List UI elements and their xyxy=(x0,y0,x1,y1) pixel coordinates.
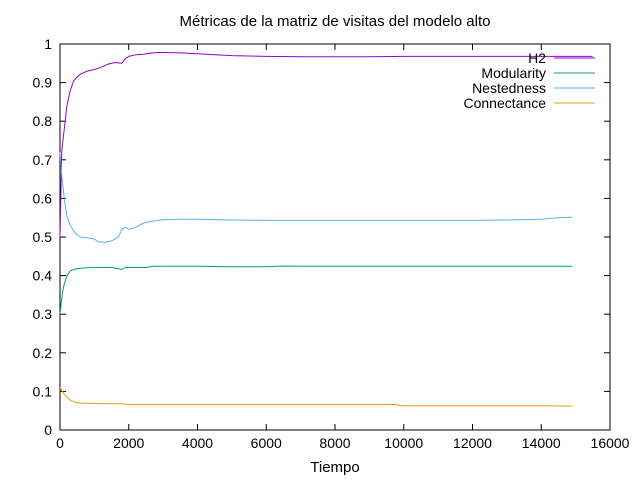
legend-label-connectance: Connectance xyxy=(463,95,546,111)
legend-label-modularity: Modularity xyxy=(481,65,546,81)
x-tick-label: 12000 xyxy=(453,435,492,451)
x-tick-label: 14000 xyxy=(522,435,561,451)
y-tick-label: 0.8 xyxy=(33,113,53,129)
x-tick-label: 4000 xyxy=(182,435,213,451)
series-line-h2 xyxy=(59,52,593,238)
y-tick-label: 0.6 xyxy=(33,190,53,206)
y-tick-label: 0.1 xyxy=(33,383,53,399)
y-tick-label: 0.2 xyxy=(33,345,53,361)
y-tick-label: 1 xyxy=(44,36,52,52)
series-line-nestedness xyxy=(59,152,573,243)
y-tick-label: 0.3 xyxy=(33,306,53,322)
series-line-connectance xyxy=(59,387,573,407)
x-tick-label: 16000 xyxy=(591,435,630,451)
y-tick-label: 0 xyxy=(44,422,52,438)
legend-label-nestedness: Nestedness xyxy=(472,80,546,96)
x-tick-label: 2000 xyxy=(113,435,144,451)
chart-title: Métricas de la matriz de visitas del mod… xyxy=(180,13,491,30)
series-lines xyxy=(59,52,593,407)
y-tick-label: 0.7 xyxy=(33,152,53,168)
x-tick-label: 6000 xyxy=(251,435,282,451)
y-tick-label: 0.4 xyxy=(33,268,53,284)
y-tick-label: 0.9 xyxy=(33,75,53,91)
y-tick-label: 0.5 xyxy=(33,229,53,245)
x-axis-label: Tiempo xyxy=(310,459,359,476)
x-tick-label: 10000 xyxy=(384,435,423,451)
axes: 0 2000 4000 6000 8000 10000 12000 14000 16000 0 0.… xyxy=(33,36,630,451)
x-tick-label: 0 xyxy=(56,435,64,451)
legend-label-h2: H2 xyxy=(528,50,546,66)
x-tick-label: 8000 xyxy=(319,435,350,451)
series-line-modularity xyxy=(59,265,573,315)
